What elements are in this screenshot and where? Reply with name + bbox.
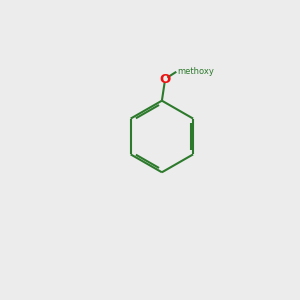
Text: methoxy: methoxy <box>177 67 214 76</box>
Text: O: O <box>160 73 171 86</box>
